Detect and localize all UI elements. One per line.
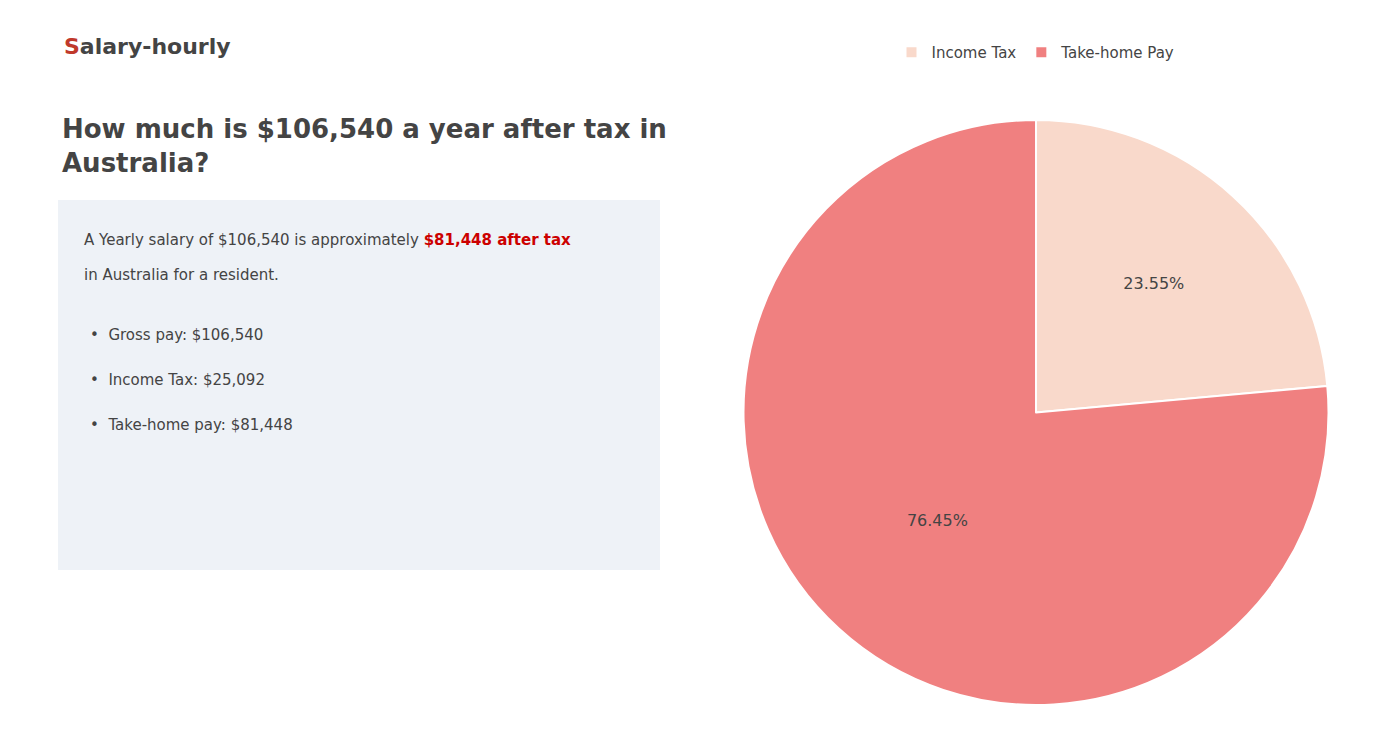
svg-text:in Australia for a resident.: in Australia for a resident. (84, 266, 279, 284)
svg-text:Take-home Pay: Take-home Pay (1060, 44, 1174, 62)
svg-text:• Take-home pay: $81,448: • Take-home pay: $81,448 (90, 416, 293, 434)
svg-text:• Income Tax: $25,092: • Income Tax: $25,092 (90, 371, 265, 389)
svg-text:Salary-hourly: Salary-hourly (64, 34, 231, 59)
svg-text:76.45%: 76.45% (907, 511, 968, 530)
svg-text:A Yearly salary of $106,540 is: A Yearly salary of $106,540 is approxima… (84, 231, 571, 249)
svg-text:How much is $106,540 a year af: How much is $106,540 a year after tax in… (62, 114, 667, 178)
svg-text:• Gross pay: $106,540: • Gross pay: $106,540 (90, 326, 263, 344)
svg-text:23.55%: 23.55% (1123, 274, 1184, 293)
svg-text:Income Tax: Income Tax (932, 44, 1017, 62)
